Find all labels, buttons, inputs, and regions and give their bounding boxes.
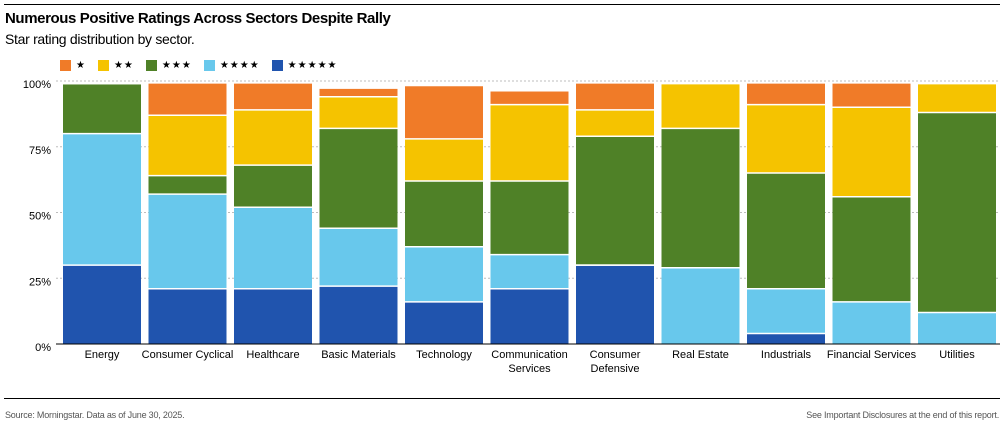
chart-subtitle: Star rating distribution by sector.	[5, 31, 195, 47]
y-tick-label: 50%	[29, 211, 51, 223]
bar-segment	[832, 83, 911, 108]
bar-segment	[319, 128, 398, 229]
legend-label: ★★	[113, 59, 134, 71]
legend-item: ★★	[97, 59, 134, 71]
bar-segment	[918, 312, 996, 344]
bar-segment	[319, 88, 398, 97]
bar-segment	[576, 109, 654, 137]
x-tick-label: Healthcare	[246, 349, 299, 361]
x-tick-label: Utilities	[939, 349, 975, 361]
bar-segment	[490, 104, 569, 181]
x-tick-label: Real Estate	[672, 349, 729, 361]
legend-label: ★	[76, 59, 86, 71]
bar-segment	[490, 180, 569, 255]
bar-segment	[319, 228, 398, 287]
y-tick-label: 0%	[35, 342, 51, 354]
x-tick-label: Basic Materials	[321, 349, 396, 361]
legend-label: ★★★★	[219, 59, 260, 71]
legend-label: ★★★	[161, 59, 192, 71]
y-tick-label: 75%	[29, 145, 51, 157]
x-tick-label: Technology	[416, 349, 472, 361]
bar-segment	[234, 83, 312, 110]
x-tick-label: Financial Services	[827, 349, 917, 361]
bar-segment	[63, 83, 141, 134]
x-tick-label: Energy	[85, 349, 120, 361]
bar-segment	[234, 165, 312, 208]
bar-segment	[661, 83, 740, 129]
bar-segment	[747, 333, 825, 344]
top-rule	[4, 4, 1000, 5]
legend-swatch	[60, 59, 71, 71]
x-tick-label: Services	[508, 363, 551, 375]
y-tick-label: 25%	[29, 276, 51, 288]
bar-segment	[747, 288, 825, 334]
bar-segment	[234, 288, 312, 344]
footer-rule	[4, 398, 1000, 399]
bar-segment	[747, 83, 825, 105]
bar-segment	[490, 254, 569, 289]
bar-segment	[63, 133, 141, 266]
bar-segment	[405, 301, 483, 344]
bar-segment	[832, 196, 911, 302]
bar-segment	[405, 86, 483, 139]
legend-item: ★★★★★	[271, 59, 338, 71]
bar-segment	[319, 286, 398, 344]
legend: ★ ★★ ★★★ ★★★★ ★★★★★	[60, 57, 350, 73]
bar-segment	[576, 136, 654, 266]
bar-segment	[576, 265, 654, 344]
bar-segment	[747, 173, 825, 289]
bar-segment	[490, 91, 569, 105]
bar-segment	[405, 246, 483, 302]
legend-item: ★★★	[145, 59, 192, 71]
bar-segment	[490, 288, 569, 344]
bar-segment	[661, 267, 740, 344]
legend-label: ★★★★★	[287, 59, 338, 71]
bar-segment	[148, 288, 227, 344]
legend-swatch	[145, 59, 157, 71]
bar-segment	[63, 265, 141, 344]
bar-segment	[319, 96, 398, 129]
bar-segment	[405, 180, 483, 247]
x-tick-label: Consumer	[590, 349, 641, 361]
legend-swatch	[271, 59, 283, 71]
x-tick-label: Communication	[491, 349, 567, 361]
bar-segment	[832, 301, 911, 344]
bar-segment	[405, 138, 483, 181]
bar-segment	[832, 107, 911, 197]
legend-swatch	[97, 59, 109, 71]
legend-item: ★	[60, 59, 86, 71]
bar-segment	[148, 175, 227, 195]
bar-segment	[661, 128, 740, 268]
bar-segment	[148, 83, 227, 116]
bar-segment	[234, 207, 312, 289]
x-tick-label: Consumer Cyclical	[142, 349, 234, 361]
x-tick-label: Defensive	[591, 363, 640, 375]
disclosure-note: See Important Disclosures at the end of …	[806, 410, 999, 420]
source-note: Source: Morningstar. Data as of June 30,…	[5, 410, 185, 420]
chart-title: Numerous Positive Ratings Across Sectors…	[5, 10, 391, 27]
legend-item: ★★★★	[203, 59, 260, 71]
x-tick-label: Industrials	[761, 349, 812, 361]
bar-segment	[576, 83, 654, 110]
bar-segment	[747, 104, 825, 174]
y-tick-label: 100%	[23, 79, 51, 91]
bar-segment	[148, 115, 227, 176]
bar-segment	[918, 112, 996, 313]
bar-segment	[234, 109, 312, 166]
bar-segment	[148, 194, 227, 289]
bar-segment	[918, 83, 996, 113]
legend-swatch	[203, 59, 215, 71]
